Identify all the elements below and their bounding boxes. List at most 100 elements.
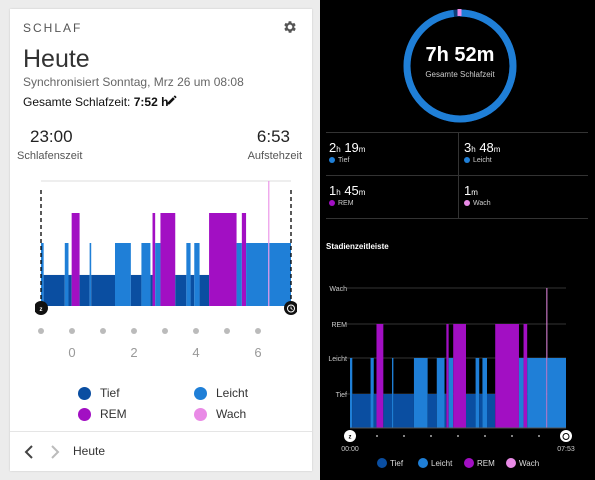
stat-tief-label: Tief [338,157,350,164]
day-nav-footer: Heute [10,431,312,472]
total-sleep: Gesamte Schlafzeit: 7:52 h [23,95,168,109]
stat-leicht-minutes: 48 [479,140,494,155]
chevron-left-icon[interactable] [22,444,36,460]
timeline-segment-tief [465,394,476,428]
x-tick [376,435,378,437]
footer-day-label: Heute [73,444,106,458]
timeline-segment-tief [444,394,447,428]
stat-wach: 1m Wach [464,183,491,207]
ring-total-time: 7h 52m [425,44,495,66]
sleep-chart-right: Wach REM Leicht Tief z 00:00 07:53 [328,286,575,453]
unit-m: m [471,188,478,197]
total-label: Gesamte Schlafzeit: [23,95,134,109]
timeline-segment-tief [427,394,437,428]
timeline-segment-leicht [547,358,566,428]
sleep-segment-tief [68,275,72,306]
sleep-segment-tief [91,275,115,306]
sleep-segment-rem [152,213,156,306]
stat-rem-hours: 1 [329,183,337,198]
stat-wach-label: Wach [473,200,491,207]
timeline-segment-leicht [436,358,445,428]
legend-label-leicht: Leicht [216,386,249,400]
stat-tief: 2h 19m Tief [329,140,365,164]
sleep-segment-leicht [64,243,69,306]
sleep-start-icon: z [35,301,48,315]
wake-value: 6:53 [256,127,290,146]
timeline-segment-leicht [448,358,454,428]
sleep-segment-leicht [114,243,131,306]
right-panel: 7h 52m Gesamte Schlafzeit 2h 19m Tief 3h… [320,0,595,480]
legend-label-tief: Tief [100,386,120,400]
hour-tick [100,328,106,334]
left-panel: SCHLAF Heute Synchronisiert Sonntag, Mrz… [10,9,312,472]
legend-r-tief: Tief [377,458,403,468]
timeline-segment-tief [352,394,371,428]
hour-label: 4 [192,345,200,360]
unit-h: h [471,145,476,154]
sleep-segment-rem [160,213,176,306]
timeline-segment-leicht [413,358,428,428]
legend-r-leicht: Leicht [418,458,452,468]
hour-label: 0 [68,345,76,360]
sleep-chart-left: z [35,180,297,315]
sleep-segment-leicht [246,243,269,306]
timeline-segment-leicht [392,358,394,428]
wake-label: Aufstehzeit [247,150,302,162]
sleep-segment-rem [209,213,237,306]
sleep-segment-tief [199,275,210,306]
legend-swatch-rem [78,408,91,421]
sleep-segment-leicht [141,243,151,306]
sleep-segment-leicht [155,243,161,306]
pencil-icon[interactable] [166,94,178,106]
stat-leicht-label: Leicht [473,157,492,164]
sleep-segment-tief [130,275,142,306]
sync-status: Synchronisiert Sonntag, Mrz 26 um 08:08 [23,75,244,89]
timeline-segment-tief [479,394,483,428]
timeline-segment-leicht [370,358,374,428]
sleep-segment-tief [150,275,153,306]
sleep-segment-leicht [186,243,191,306]
timeline-segment-tief [393,394,414,428]
sleep-segment-leicht [236,243,242,306]
divider [458,132,459,218]
timeline-segment-tief [383,394,393,428]
legend-r-wach-label: Wach [519,459,540,468]
hour-tick [255,328,261,334]
sleep-segment-tief [190,275,195,306]
y-label-tief: Tief [336,392,347,399]
unit-h: h [336,145,341,154]
y-label-rem: REM [331,322,347,329]
timeline-segment-rem [523,324,528,428]
x-end-label: 07:53 [557,446,575,453]
stat-rem-label: REM [338,200,354,207]
legend-swatch-wach [194,408,207,421]
total-value: 7:52 h [133,95,169,109]
unit-h: h [336,188,341,197]
sleep-segment-rem [71,213,80,306]
y-label-wach: Wach [329,286,347,293]
ring-label: Gesamte Schlafzeit [425,70,495,79]
sleep-segment-wach [268,181,270,306]
x-tick [538,435,540,437]
y-label-leicht: Leicht [328,356,347,363]
sleep-segment-leicht [269,243,291,306]
sleep-segment-tief [79,275,90,306]
timeline-segment-tief [373,394,377,428]
legend-r-tief-label: Tief [390,459,404,468]
timeline-segment-rem [376,324,384,428]
sleep-segment-tief [175,275,187,306]
sleep-segment-rem [241,213,247,306]
hour-axis: 0 2 4 6 [10,325,312,365]
x-tick [511,435,513,437]
sleep-segment-tief [43,275,65,306]
bedtime-label: Schlafenszeit [17,150,83,162]
timeline-title: Stadienzeitleiste [326,242,389,251]
legend-r-rem-label: REM [477,459,495,468]
gear-icon[interactable] [282,19,298,35]
timeline-segment-leicht [527,358,547,428]
hour-label: 2 [130,345,138,360]
timeline-segment-leicht [350,358,353,428]
sleep-start-icon: z [344,430,356,442]
chevron-right-icon[interactable] [48,444,62,460]
divider [326,175,588,176]
